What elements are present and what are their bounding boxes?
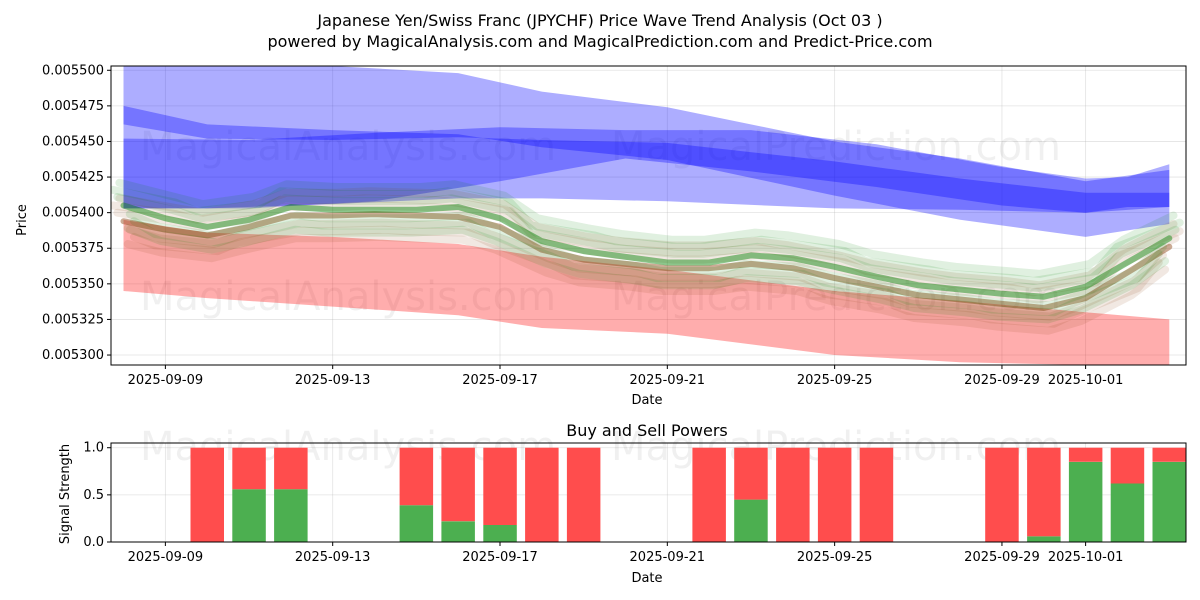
sell-bar [1068,447,1103,462]
sell-bar [190,447,224,542]
buy-bar [1110,483,1145,542]
watermark-analysis-top: MagicalAnalysis.com [140,124,556,170]
trend-line [115,187,1178,290]
price-line [125,210,1167,310]
chart-title: Japanese Yen/Swiss Franc (JPYCHF) Price … [316,11,882,30]
sell-bar [525,447,559,542]
sell-bar [985,447,1019,542]
watermark-analysis-mid: MagicalAnalysis.com [140,274,556,320]
price-bands [123,66,1170,365]
buy-bar [734,499,768,542]
price-chart: MagicalAnalysis.com MagicalPrediction.co… [15,63,1187,408]
trend-line [125,218,1167,321]
blue-wide-band [123,66,1170,213]
buy-bar [483,525,517,542]
top-y-tick-label: 0.005325 [42,312,104,327]
bot-x-tick-label: 2025-10-01 [1048,550,1124,565]
trend-line [120,211,1173,311]
trend-line [113,201,1180,304]
price-watermarks: MagicalAnalysis.com MagicalPrediction.co… [140,124,1061,320]
sell-bar [232,447,266,490]
bot-x-tick-label: 2025-09-09 [128,550,204,565]
sell-bar [859,447,894,542]
top-y-tick-label: 0.005375 [42,241,104,256]
buy-bar [1152,461,1186,542]
sell-bar [566,447,601,542]
top-y-tick-label: 0.005500 [42,63,104,78]
sell-bar [441,447,475,522]
price-y-label: Price [15,204,30,236]
price-line [111,185,1184,285]
buy-bar [232,489,266,542]
price-line [113,193,1180,293]
buy-sell-x-label: Date [631,571,662,586]
top-x-tick-label: 2025-09-09 [128,373,204,388]
buy-sell-x-ticks: 2025-09-09 2025-09-13 2025-09-17 2025-09-21… [128,542,1124,565]
trend-line [111,194,1184,297]
watermark-prediction-mid: MagicalPrediction.com [611,274,1061,320]
sell-bar [483,447,517,525]
price-axes-frame [110,65,1187,366]
trend-line [130,225,1163,328]
top-x-tick-label: 2025-09-17 [462,373,538,388]
bot-x-tick-label: 2025-09-13 [295,550,371,565]
price-y-ticks: 0.005300 0.005325 0.005350 0.005375 0.005400… [42,63,111,363]
buy-bar [274,489,308,542]
sell-bar [274,447,308,490]
price-line [130,217,1163,317]
top-x-tick-label: 2025-09-29 [964,373,1040,388]
price-line [120,202,1173,300]
price-grid [111,66,1186,365]
top-x-tick-label: 2025-09-13 [295,373,371,388]
bot-x-tick-label: 2025-09-21 [630,550,706,565]
top-y-tick-label: 0.005450 [42,134,104,149]
sell-bar [776,447,810,542]
buy-bar [441,521,475,542]
top-x-tick-label: 2025-09-25 [797,373,873,388]
price-line [115,178,1178,278]
sell-bar [1152,447,1186,462]
sell-bar [817,447,852,542]
buy-sell-bars [190,447,1186,542]
sell-bar [1027,447,1061,537]
buy-sell-y-label: Signal Strength [58,444,73,544]
top-y-tick-label: 0.005350 [42,277,104,292]
price-lines [111,178,1184,335]
buy-sell-chart: Buy and Sell Powers MagicalAnalysis.com … [58,421,1187,586]
bot-y-tick-label: 0.0 [83,535,104,550]
trend-line [123,232,1170,335]
buy-bar [399,505,434,542]
bot-x-tick-label: 2025-09-25 [797,550,873,565]
top-y-tick-label: 0.005300 [42,348,104,363]
chart-subtitle: powered by MagicalAnalysis.com and Magic… [267,32,932,51]
bot-x-tick-label: 2025-09-29 [964,550,1040,565]
price-x-ticks: 2025-09-09 2025-09-13 2025-09-17 2025-09-21… [128,365,1124,388]
top-x-tick-label: 2025-10-01 [1048,373,1124,388]
buy-bar [1027,536,1061,542]
sell-bar [734,447,768,500]
watermark-prediction-top: MagicalPrediction.com [611,124,1061,170]
price-line [123,224,1170,324]
sell-bar [692,447,726,542]
bot-y-tick-label: 1.0 [83,441,104,456]
blue-mid-band [123,127,1170,213]
buy-sell-axes-frame [110,442,1187,543]
blue-upper-band [123,105,1170,237]
red-support-band [123,219,1170,365]
buy-bar [1068,461,1103,542]
bot-x-tick-label: 2025-09-17 [462,550,538,565]
price-x-label: Date [631,393,662,408]
top-x-tick-label: 2025-09-21 [630,373,706,388]
bot-y-tick-label: 0.5 [83,488,104,503]
sell-bar [1110,447,1145,484]
buy-sell-title: Buy and Sell Powers [566,421,728,440]
top-y-tick-label: 0.005475 [42,99,104,114]
top-y-tick-label: 0.005425 [42,170,104,185]
top-y-tick-label: 0.005400 [42,206,104,221]
sell-bar [399,447,434,506]
buy-sell-y-ticks: 0.0 0.5 1.0 [83,441,111,550]
